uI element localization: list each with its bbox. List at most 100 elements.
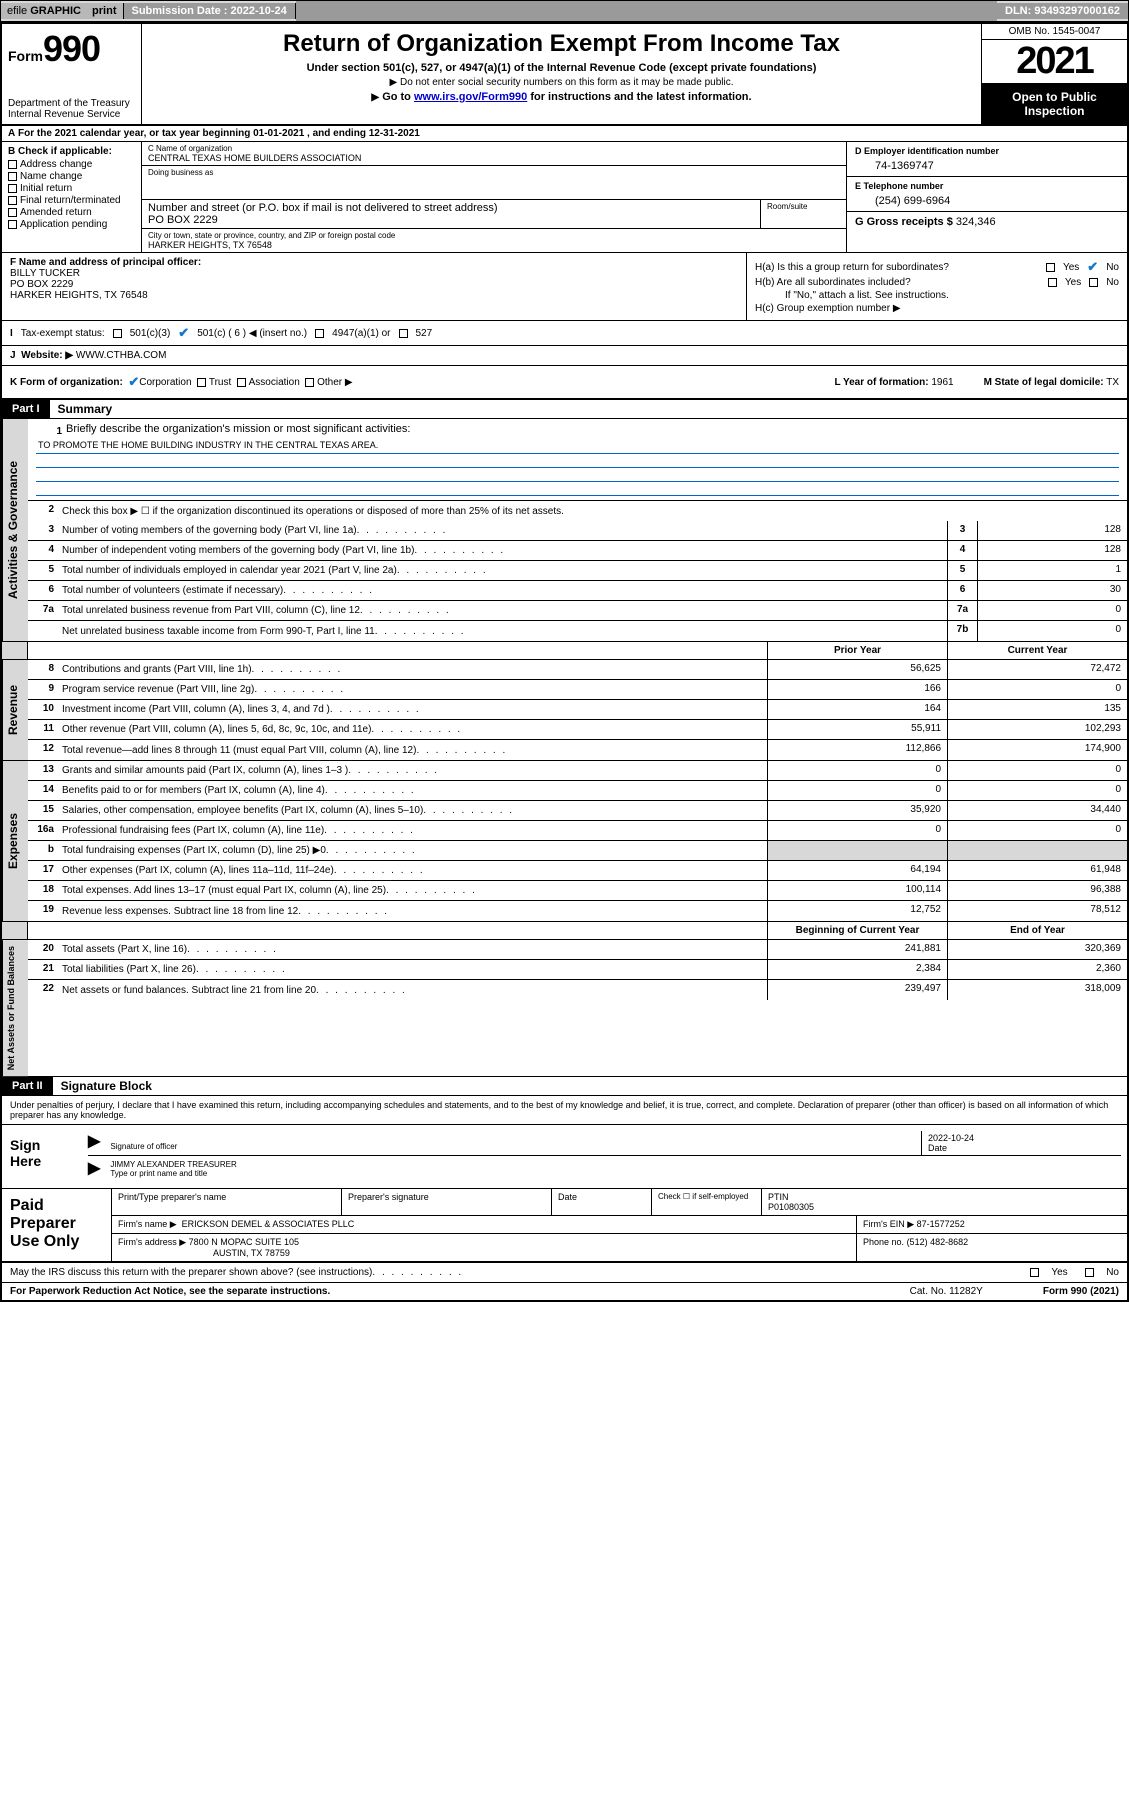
checkbox-icon[interactable] — [8, 160, 17, 169]
line-desc: Total expenses. Add lines 13–17 (must eq… — [58, 881, 767, 900]
prior-val: 100,114 — [767, 881, 947, 900]
line-num: b — [28, 841, 58, 860]
print-button[interactable]: print — [92, 5, 116, 17]
sig-name-row: ▶ JIMMY ALEXANDER TREASURERType or print… — [88, 1158, 1121, 1180]
current-val: 102,293 — [947, 720, 1127, 739]
firm-phone-cell: Phone no. (512) 482-8682 — [857, 1234, 1127, 1261]
summary-line: 7a Total unrelated business revenue from… — [28, 601, 1127, 621]
current-val: 72,472 — [947, 660, 1127, 679]
hb-yn: Yes No — [1048, 277, 1119, 288]
phone-row: E Telephone number (254) 699-6964 — [847, 177, 1127, 212]
firm-name-cell: Firm's name ▶ ERICKSON DEMEL & ASSOCIATE… — [112, 1216, 857, 1233]
side-revenue: Revenue — [2, 660, 28, 760]
line-num: 8 — [28, 660, 58, 679]
checkbox-icon[interactable] — [8, 220, 17, 229]
line-2: 2 Check this box ▶ ☐ if the organization… — [28, 501, 1127, 521]
irs-link[interactable]: www.irs.gov/Form990 — [414, 91, 527, 103]
mission-blank — [36, 468, 1119, 482]
checkbox-icon[interactable] — [113, 329, 122, 338]
line-desc: Total fundraising expenses (Part IX, col… — [58, 841, 767, 860]
line-val: 0 — [977, 621, 1127, 641]
line-num: 18 — [28, 881, 58, 900]
line-val: 30 — [977, 581, 1127, 600]
line-num: 3 — [28, 521, 58, 540]
line-num: 16a — [28, 821, 58, 840]
ha-yn: Yes ✔No — [1046, 259, 1119, 275]
line-num: 20 — [28, 940, 58, 959]
part2-header: Part II Signature Block — [2, 1077, 1127, 1096]
form-990: 990 — [43, 28, 100, 69]
checkbox-icon[interactable] — [399, 329, 408, 338]
data-line: 13 Grants and similar amounts paid (Part… — [28, 761, 1127, 781]
beg-year-hdr: Beginning of Current Year — [767, 922, 947, 939]
line-val: 128 — [977, 541, 1127, 560]
line-val: 1 — [977, 561, 1127, 580]
prior-val: 64,194 — [767, 861, 947, 880]
checkbox-icon[interactable] — [1046, 263, 1055, 272]
h-a: H(a) Is this a group return for subordin… — [755, 259, 1119, 275]
part1-title: Summary — [50, 402, 113, 416]
checkbox-icon[interactable] — [1030, 1268, 1039, 1277]
mission-blank — [36, 482, 1119, 496]
prior-val: 2,384 — [767, 960, 947, 979]
phone-label: E Telephone number — [855, 181, 1119, 191]
checkbox-icon[interactable] — [1048, 278, 1057, 287]
addr-left: Number and street (or P.O. box if mail i… — [142, 200, 761, 228]
paid-grid: Print/Type preparer's name Preparer's si… — [112, 1189, 1127, 1261]
form-ref: Form 990 (2021) — [1043, 1286, 1119, 1297]
h-b-note: If "No," attach a list. See instructions… — [755, 290, 1119, 301]
col-h: H(a) Is this a group return for subordin… — [747, 253, 1127, 320]
prior-val: 112,866 — [767, 740, 947, 760]
line-desc: Total number of volunteers (estimate if … — [58, 581, 947, 600]
ein-row: D Employer identification number 74-1369… — [847, 142, 1127, 177]
checkbox-icon[interactable] — [1089, 278, 1098, 287]
header-right: OMB No. 1545-0047 2021 Open to Public In… — [982, 24, 1127, 124]
line-num: 19 — [28, 901, 58, 921]
chk-amended: Amended return — [8, 207, 135, 218]
side-netassets: Net Assets or Fund Balances — [2, 940, 28, 1076]
checkbox-icon[interactable] — [8, 196, 17, 205]
line-desc: Number of voting members of the governin… — [58, 521, 947, 540]
data-line: 9 Program service revenue (Part VIII, li… — [28, 680, 1127, 700]
omb-number: OMB No. 1545-0047 — [982, 24, 1127, 40]
row-k: K Form of organization: ✔Corporation Tru… — [2, 366, 1127, 400]
checkbox-icon[interactable] — [197, 378, 206, 387]
line-desc: Total number of individuals employed in … — [58, 561, 947, 580]
chk-address: Address change — [8, 159, 135, 170]
line-num: 12 — [28, 740, 58, 760]
netassets-section: Net Assets or Fund Balances 20 Total ass… — [2, 940, 1127, 1077]
line-num: 7a — [28, 601, 58, 620]
org-name: CENTRAL TEXAS HOME BUILDERS ASSOCIATION — [148, 153, 840, 163]
line-num: 21 — [28, 960, 58, 979]
checkbox-icon[interactable] — [237, 378, 246, 387]
form-prefix: Form — [8, 48, 43, 64]
line-box: 4 — [947, 541, 977, 560]
check-icon: ✔ — [128, 374, 139, 390]
current-val: 135 — [947, 700, 1127, 719]
checkbox-icon[interactable] — [1085, 1268, 1094, 1277]
col-d: D Employer identification number 74-1369… — [847, 142, 1127, 252]
mission-blank — [36, 454, 1119, 468]
yof: L Year of formation: 1961 — [834, 377, 953, 388]
form-header: Form990 Department of the Treasury Inter… — [2, 24, 1127, 126]
checkbox-icon[interactable] — [8, 172, 17, 181]
prior-val: 56,625 — [767, 660, 947, 679]
checkbox-icon[interactable] — [8, 184, 17, 193]
line-num: 9 — [28, 680, 58, 699]
checkbox-icon[interactable] — [315, 329, 324, 338]
form-number: Form990 — [8, 28, 135, 70]
ein-value: 74-1369747 — [855, 156, 1119, 172]
website-label: Website: ▶ — [21, 350, 73, 361]
expenses-section: Expenses 13 Grants and similar amounts p… — [2, 761, 1127, 922]
caret-icon: ▶ — [88, 1158, 106, 1180]
efile-badge: efile GRAPHIC print — [1, 3, 124, 19]
checkbox-icon[interactable] — [305, 378, 314, 387]
mission-block: 1Briefly describe the organization's mis… — [28, 419, 1127, 501]
toolbar-spacer — [296, 1, 997, 21]
sig-name: JIMMY ALEXANDER TREASURERType or print n… — [106, 1158, 1121, 1180]
discuss-row: May the IRS discuss this return with the… — [2, 1263, 1127, 1282]
checkbox-icon[interactable] — [8, 208, 17, 217]
prior-val: 0 — [767, 821, 947, 840]
h-c: H(c) Group exemption number ▶ — [755, 303, 1119, 314]
officer-addr2: HARKER HEIGHTS, TX 76548 — [10, 290, 148, 301]
